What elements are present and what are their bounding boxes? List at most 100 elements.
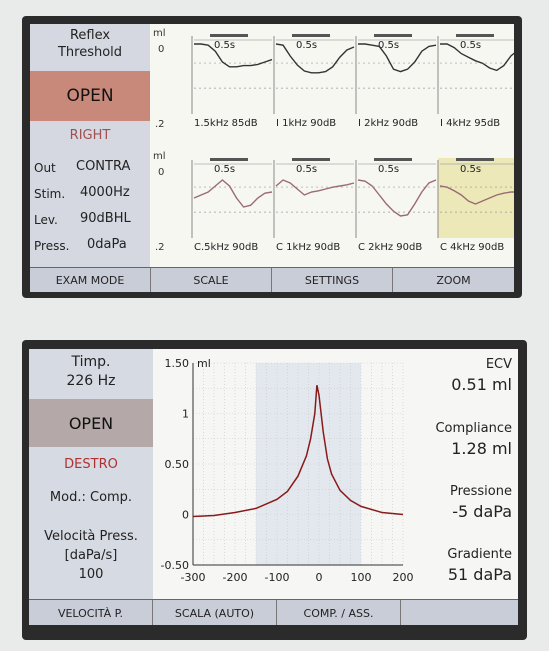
time-label: 0.5s	[296, 164, 317, 175]
speed-block: Velocità Press. [daPa/s] 100	[29, 527, 153, 584]
reflex-trace	[440, 43, 514, 72]
press-label: Press.	[34, 239, 70, 253]
time-bar	[292, 158, 330, 161]
exam-mode-button[interactable]: EXAM MODE	[30, 268, 151, 292]
time-bar	[456, 158, 494, 161]
out-label: Out	[34, 161, 56, 175]
tymp-device-frame: Timp. 226 Hz OPEN DESTRO Mod.: Comp. Vel…	[22, 340, 527, 640]
time-bar	[374, 158, 412, 161]
reflex-trace	[193, 179, 273, 208]
title-line-2: Threshold	[57, 45, 123, 60]
y-top-label-top: 0	[158, 44, 164, 55]
press-value: 0daPa	[87, 237, 127, 252]
panel-freq-label: C.5kHz 90dB	[194, 242, 258, 253]
y-unit-label: ml	[197, 357, 211, 370]
x-tick-label: 100	[351, 571, 372, 584]
tympanogram-chart: 1.50 1 0.50 0 -0.50-300 -200 -100 0 100 200 ml	[161, 357, 414, 584]
time-label: 0.5s	[460, 164, 481, 175]
compliance-label: Compliance	[435, 421, 512, 436]
reflex-device-frame: Reflex Threshold OPEN RIGHT Out CONTRA S…	[22, 16, 522, 298]
lev-label: Lev.	[34, 213, 58, 227]
compliance-value: 1.28 ml	[451, 439, 512, 458]
settings-button[interactable]: SETTINGS	[272, 268, 393, 292]
pressure-speed-button[interactable]: VELOCITÀ P.	[29, 600, 153, 625]
tymp-info-panel	[29, 349, 153, 599]
time-bar	[374, 34, 412, 37]
x-tick-label: -300	[181, 571, 206, 584]
stim-label: Stim.	[34, 187, 66, 201]
panel-freq-label: C 2kHz 90dB	[358, 242, 422, 253]
panel-freq-label: C 4kHz 90dB	[440, 242, 504, 253]
panel-freq-label: I 1kHz 90dB	[276, 118, 336, 129]
unit-label-top: ml	[153, 28, 166, 39]
timp-value: 226 Hz	[66, 373, 116, 389]
time-label: 0.5s	[214, 164, 235, 175]
title-line-1: Reflex	[69, 28, 111, 43]
reflex-graphs: ml 0 .2 ml 0 .2 0.5s 1.5kHz 85dB 0.5s I 1kH…	[153, 28, 514, 253]
gradient-label: Gradiente	[447, 547, 512, 562]
pressure-value: -5 daPa	[452, 502, 512, 521]
time-label: 0.5s	[378, 164, 399, 175]
y-tick-label: 0.50	[165, 458, 190, 471]
x-tick-label: 0	[316, 571, 323, 584]
mode-label: Mod.: Comp.	[49, 490, 133, 505]
reflex-trace	[275, 43, 355, 74]
stim-value: 4000Hz	[80, 185, 130, 200]
time-label: 0.5s	[460, 40, 481, 51]
x-tick-label: -100	[265, 571, 290, 584]
x-tick-label: -200	[223, 571, 248, 584]
panel-freq-label: I 4kHz 95dB	[440, 118, 500, 129]
status-open-button[interactable]: OPEN	[30, 71, 150, 121]
reflex-trace	[357, 179, 437, 217]
ear-label: DESTRO	[64, 457, 118, 472]
status-open-button[interactable]: OPEN	[29, 399, 153, 447]
reflex-trace	[358, 43, 437, 73]
y-tick-label: 0	[182, 509, 189, 522]
scale-button[interactable]: SCALE	[151, 268, 272, 292]
time-bar	[456, 34, 494, 37]
timp-block: Timp. 226 Hz	[29, 353, 153, 391]
y-tick-label: 1.50	[165, 357, 190, 370]
panel-freq-label: 1.5kHz 85dB	[194, 118, 258, 129]
time-label: 0.5s	[378, 40, 399, 51]
out-value: CONTRA	[76, 159, 131, 174]
y-bottom-label-top: .2	[155, 119, 165, 130]
x-tick-label: 200	[393, 571, 414, 584]
lev-value: 90dBHL	[80, 211, 131, 226]
tympanogram-curve	[192, 385, 404, 518]
reflex-title: Reflex Threshold	[30, 27, 150, 61]
y-tick-label: -0.50	[161, 559, 189, 572]
ecv-value: 0.51 ml	[451, 375, 512, 394]
y-bottom-label-bottom: .2	[155, 242, 165, 253]
pressure-label: Pressione	[449, 484, 512, 499]
zoom-button[interactable]: ZOOM	[393, 268, 514, 292]
tymp-screen: Timp. 226 Hz OPEN DESTRO Mod.: Comp. Vel…	[29, 349, 518, 625]
reflex-screen: Reflex Threshold OPEN RIGHT Out CONTRA S…	[30, 24, 514, 292]
y-top-label-bottom: 0	[158, 167, 164, 178]
empty-button-slot	[401, 600, 518, 625]
ear-label: RIGHT	[69, 128, 111, 143]
reflex-trace	[439, 185, 514, 205]
speed-unit: [daPa/s]	[64, 548, 118, 563]
comp-ass-button[interactable]: COMP. / ASS.	[277, 600, 401, 625]
unit-label-bottom: ml	[153, 151, 166, 162]
y-tick-label: 1	[182, 408, 189, 421]
timp-label: Timp.	[71, 354, 111, 370]
time-bar	[292, 34, 330, 37]
time-label: 0.5s	[214, 40, 235, 51]
time-label: 0.5s	[296, 40, 317, 51]
highlighted-panel-bg	[438, 158, 514, 238]
status-label: OPEN	[68, 413, 114, 433]
scale-auto-button[interactable]: SCALA (AUTO)	[153, 600, 277, 625]
time-bar	[210, 34, 248, 37]
reflex-trace	[275, 179, 355, 196]
reflex-button-bar: EXAM MODE SCALE SETTINGS ZOOM	[30, 267, 514, 292]
panel-freq-label: C 1kHz 90dB	[276, 242, 340, 253]
speed-value: 100	[78, 567, 104, 582]
tymp-button-bar: VELOCITÀ P. SCALA (AUTO) COMP. / ASS.	[29, 599, 518, 625]
panel-freq-label: I 2kHz 90dB	[358, 118, 418, 129]
ecv-label: ECV	[485, 357, 512, 372]
reflex-info-panel	[30, 24, 150, 267]
gradient-value: 51 daPa	[447, 565, 512, 584]
results-panel: ECV 0.51 ml Compliance 1.28 ml Pressione…	[413, 349, 518, 599]
